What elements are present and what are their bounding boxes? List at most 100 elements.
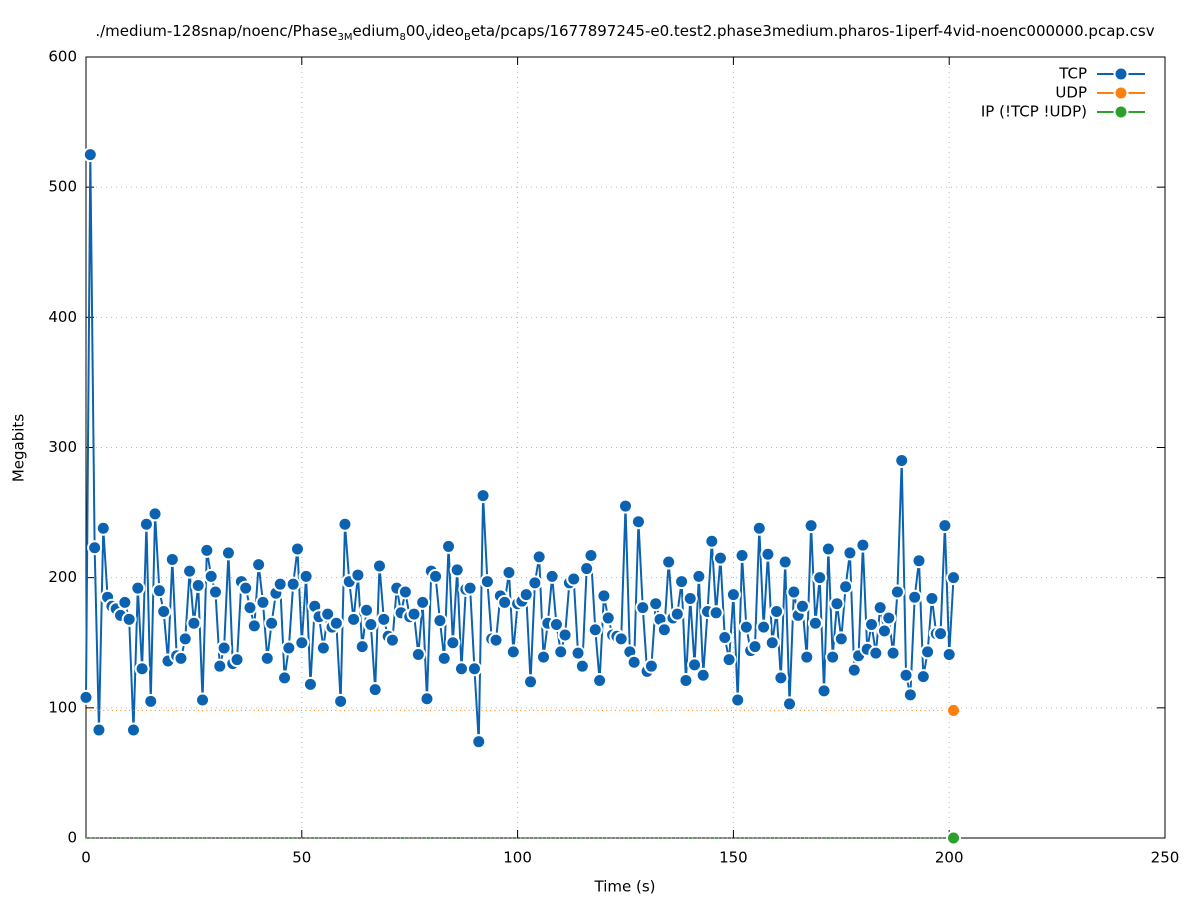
data-point xyxy=(714,552,726,564)
data-point xyxy=(684,592,696,604)
data-point xyxy=(555,646,567,658)
title-part: ideo xyxy=(432,22,464,40)
data-point xyxy=(348,613,360,625)
data-point xyxy=(93,724,105,736)
data-point xyxy=(749,641,761,653)
data-point xyxy=(615,633,627,645)
data-point xyxy=(926,592,938,604)
y-axis-label: Megabits xyxy=(10,414,28,482)
data-point xyxy=(689,659,701,671)
data-point xyxy=(572,647,584,659)
data-point xyxy=(490,634,502,646)
data-point xyxy=(796,600,808,612)
data-point xyxy=(257,596,269,608)
data-point xyxy=(507,646,519,658)
data-point xyxy=(205,570,217,582)
data-point xyxy=(266,617,278,629)
data-point xyxy=(645,660,657,672)
data-point xyxy=(296,637,308,649)
data-point xyxy=(835,633,847,645)
data-point xyxy=(848,664,860,676)
data-point xyxy=(166,553,178,565)
data-point xyxy=(917,671,929,683)
data-point xyxy=(291,543,303,555)
data-point xyxy=(805,520,817,532)
data-point xyxy=(261,652,273,664)
data-point xyxy=(378,613,390,625)
data-point xyxy=(136,663,148,675)
data-point xyxy=(814,572,826,584)
data-point xyxy=(477,490,489,502)
data-point xyxy=(529,577,541,589)
data-point xyxy=(386,634,398,646)
data-point xyxy=(300,570,312,582)
data-point xyxy=(762,548,774,560)
data-point xyxy=(149,508,161,520)
data-point xyxy=(153,585,165,597)
data-point xyxy=(844,547,856,559)
data-point xyxy=(464,582,476,594)
data-point xyxy=(632,516,644,528)
x-tick-label: 150 xyxy=(719,849,748,867)
data-point xyxy=(585,550,597,562)
data-point xyxy=(361,604,373,616)
data-point xyxy=(218,642,230,654)
data-point xyxy=(913,555,925,567)
data-point xyxy=(809,617,821,629)
data-point xyxy=(192,579,204,591)
data-point xyxy=(624,646,636,658)
data-point xyxy=(468,663,480,675)
data-point xyxy=(706,535,718,547)
data-point xyxy=(939,520,951,532)
data-point xyxy=(339,518,351,530)
data-point xyxy=(594,674,606,686)
data-point xyxy=(568,573,580,585)
data-point xyxy=(658,624,670,636)
data-point xyxy=(727,589,739,601)
legend-label: IP (!TCP !UDP) xyxy=(981,103,1087,121)
data-point xyxy=(779,556,791,568)
data-point xyxy=(723,654,735,666)
data-point xyxy=(680,674,692,686)
title-part: ./medium-128snap/noenc/Phase xyxy=(95,22,337,40)
data-point xyxy=(352,569,364,581)
data-point xyxy=(408,608,420,620)
data-point xyxy=(119,596,131,608)
data-point xyxy=(434,615,446,627)
data-point xyxy=(857,539,869,551)
title-subscript: B xyxy=(464,32,471,43)
data-point xyxy=(248,620,260,632)
data-point xyxy=(620,500,631,512)
data-point xyxy=(822,543,834,555)
data-point xyxy=(559,629,571,641)
data-point xyxy=(481,576,493,588)
y-tick-label: 100 xyxy=(48,698,77,716)
data-point xyxy=(589,624,601,636)
y-tick-label: 600 xyxy=(48,48,77,66)
data-point xyxy=(533,551,545,563)
data-point xyxy=(520,589,532,601)
data-point xyxy=(451,564,463,576)
data-point xyxy=(732,694,744,706)
data-point xyxy=(365,619,377,631)
data-point xyxy=(827,651,839,663)
data-point xyxy=(279,672,291,684)
data-point xyxy=(240,582,252,594)
data-point xyxy=(840,581,852,593)
data-point xyxy=(883,612,895,624)
data-point xyxy=(628,656,640,668)
data-point xyxy=(758,621,770,633)
data-point xyxy=(801,651,813,663)
data-point xyxy=(356,641,368,653)
data-point xyxy=(140,518,152,530)
data-point xyxy=(671,608,683,620)
x-axis-label: Time (s) xyxy=(594,878,656,896)
x-tick-label: 50 xyxy=(292,849,311,867)
data-point xyxy=(421,693,433,705)
data-point xyxy=(766,637,778,649)
data-point xyxy=(874,602,886,614)
data-point xyxy=(188,617,200,629)
y-tick-label: 400 xyxy=(48,308,77,326)
